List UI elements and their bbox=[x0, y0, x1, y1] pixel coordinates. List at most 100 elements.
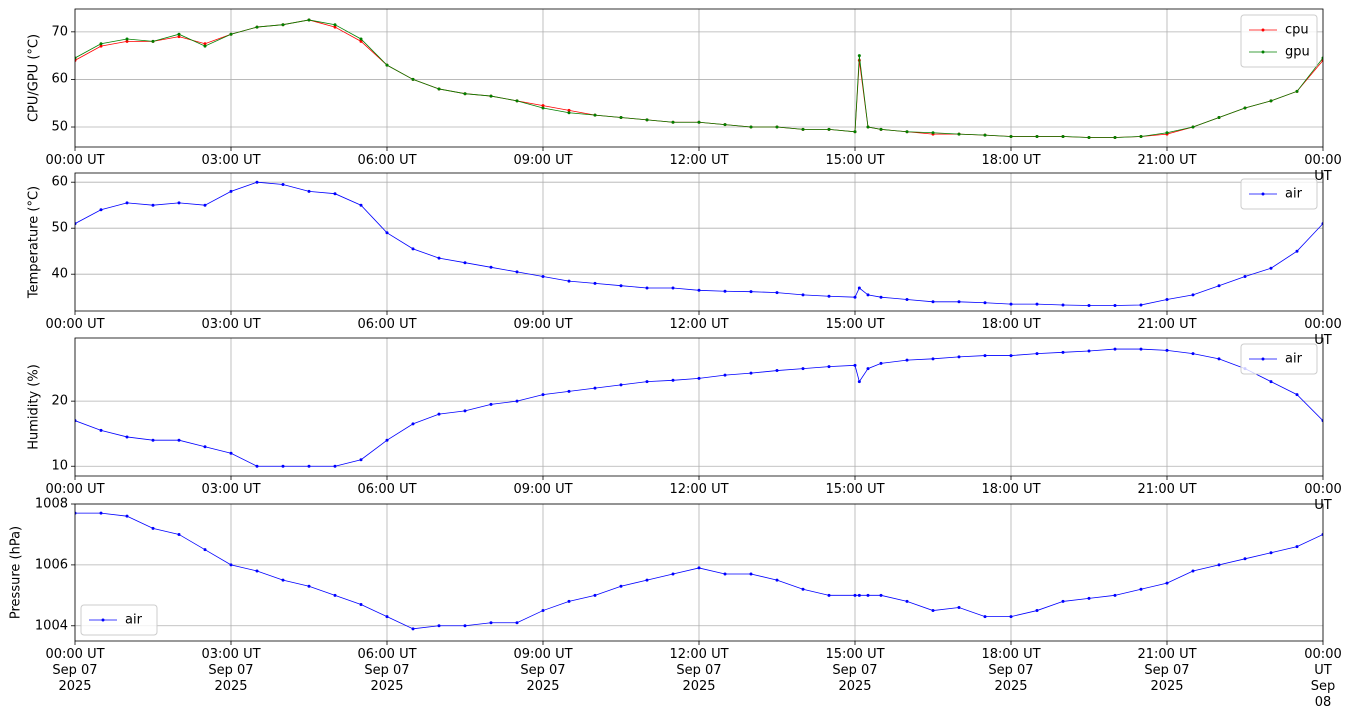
data-point bbox=[411, 627, 415, 631]
data-point bbox=[515, 270, 519, 274]
data-point bbox=[957, 355, 961, 359]
data-point bbox=[541, 275, 545, 278]
data-point bbox=[697, 566, 701, 570]
data-point bbox=[437, 624, 441, 628]
data-point bbox=[593, 593, 597, 597]
data-point bbox=[255, 464, 259, 468]
data-point bbox=[1139, 303, 1143, 307]
data-point bbox=[1061, 135, 1065, 139]
data-point bbox=[775, 578, 779, 582]
data-point bbox=[281, 578, 285, 582]
x-tick-label: 15:00 UT Sep 07 2025 bbox=[825, 647, 885, 694]
data-point bbox=[645, 380, 649, 384]
y-tick-label: 50 bbox=[51, 220, 68, 236]
data-point bbox=[359, 458, 363, 462]
data-point bbox=[619, 584, 623, 588]
data-point bbox=[567, 111, 571, 115]
data-point bbox=[489, 265, 493, 269]
x-tick-label: 00:00 UT Sep 08 2025 bbox=[1304, 647, 1342, 707]
x-tick-label: 12:00 UT bbox=[669, 482, 729, 497]
data-point bbox=[489, 402, 493, 406]
x-tick-label: 06:00 UT bbox=[357, 482, 417, 497]
data-point bbox=[697, 120, 701, 124]
x-tick-label: 15:00 UT bbox=[825, 153, 885, 168]
data-point bbox=[866, 125, 870, 129]
data-point bbox=[567, 108, 571, 112]
data-point bbox=[463, 92, 467, 96]
data-point bbox=[593, 386, 597, 390]
data-point bbox=[931, 300, 935, 304]
x-tick-label: 03:00 UT bbox=[201, 153, 261, 168]
data-point bbox=[333, 593, 337, 597]
data-point bbox=[697, 288, 701, 292]
data-point bbox=[151, 526, 155, 530]
data-point bbox=[1035, 135, 1039, 139]
data-point bbox=[827, 365, 831, 369]
data-point bbox=[255, 25, 259, 29]
data-point bbox=[567, 599, 571, 603]
x-tick-label: 21:00 UT bbox=[1137, 153, 1197, 168]
data-point bbox=[983, 354, 987, 358]
data-point bbox=[541, 106, 545, 110]
data-point bbox=[1139, 135, 1143, 139]
x-tick-label: 00:00 UT bbox=[45, 153, 105, 168]
data-point bbox=[1269, 266, 1273, 270]
data-point bbox=[359, 39, 363, 43]
data-point bbox=[333, 464, 337, 468]
data-point bbox=[671, 378, 675, 382]
data-point bbox=[1295, 249, 1299, 253]
data-point bbox=[983, 615, 987, 619]
data-point bbox=[281, 183, 285, 186]
data-point bbox=[1061, 350, 1065, 354]
data-point bbox=[203, 445, 207, 449]
data-point bbox=[359, 602, 363, 606]
data-point bbox=[866, 593, 870, 597]
data-point bbox=[645, 286, 649, 290]
data-point bbox=[775, 125, 779, 129]
legend-label: cpu bbox=[1285, 23, 1309, 38]
legend-box bbox=[1240, 178, 1318, 210]
data-point bbox=[1139, 587, 1143, 591]
data-point bbox=[1035, 352, 1039, 356]
y-axis-label: Humidity (%) bbox=[27, 364, 42, 450]
data-point bbox=[385, 615, 389, 619]
data-point bbox=[1087, 303, 1091, 307]
data-point bbox=[801, 293, 805, 297]
data-point bbox=[229, 451, 233, 455]
data-point bbox=[853, 295, 857, 299]
data-point bbox=[801, 367, 805, 371]
data-point bbox=[879, 593, 883, 597]
data-point bbox=[1009, 302, 1013, 306]
data-point bbox=[857, 380, 861, 384]
data-point bbox=[1243, 557, 1247, 561]
data-point bbox=[1217, 284, 1221, 288]
legend-box bbox=[1240, 14, 1318, 68]
data-point bbox=[1009, 354, 1013, 358]
x-tick-label: 00:00 UT bbox=[1304, 482, 1342, 513]
data-point bbox=[229, 189, 233, 193]
x-tick-label: 21:00 UT bbox=[1137, 482, 1197, 497]
data-point bbox=[1035, 302, 1039, 306]
x-tick-label: 09:00 UT bbox=[513, 482, 573, 497]
y-tick-label: 20 bbox=[51, 393, 68, 409]
plot-frame bbox=[74, 8, 1324, 148]
data-point bbox=[151, 39, 155, 43]
data-point bbox=[827, 593, 831, 597]
legend-marker bbox=[1261, 357, 1265, 361]
data-point bbox=[151, 203, 155, 207]
data-point bbox=[879, 127, 883, 131]
x-tick-label: 18:00 UT Sep 07 2025 bbox=[981, 647, 1041, 694]
data-point bbox=[1269, 99, 1273, 103]
y-tick-label: 50 bbox=[51, 119, 68, 135]
data-point bbox=[905, 298, 909, 301]
data-point bbox=[801, 127, 805, 131]
data-point bbox=[879, 295, 883, 299]
plot-frame bbox=[74, 172, 1324, 312]
data-point bbox=[177, 32, 181, 36]
data-point bbox=[957, 132, 961, 136]
data-point bbox=[203, 42, 207, 46]
data-point bbox=[879, 361, 883, 365]
x-tick-label: 12:00 UT bbox=[669, 317, 729, 332]
data-point bbox=[411, 77, 415, 81]
